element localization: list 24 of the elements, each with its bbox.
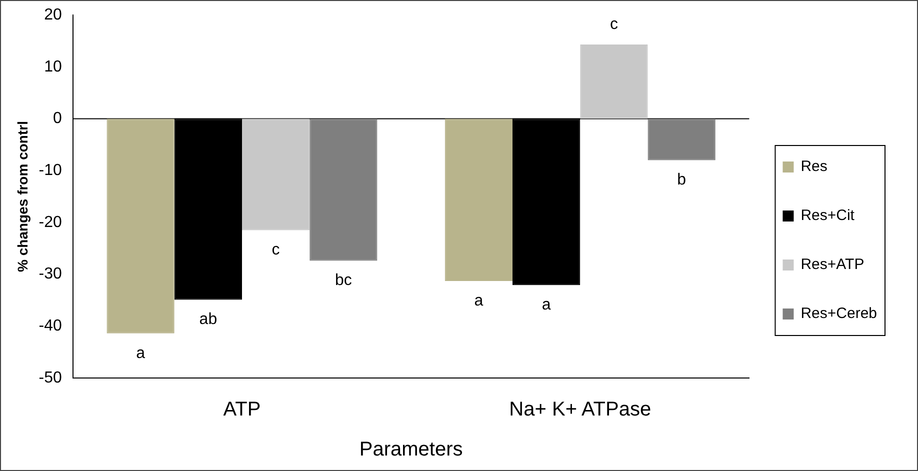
data-label: a xyxy=(542,296,551,314)
legend-label: Res+Cit xyxy=(800,207,856,224)
legend-label: Res xyxy=(800,158,828,176)
data-label: a xyxy=(474,292,484,310)
y-tick-label: -50 xyxy=(38,369,62,386)
x-axis-title: Parameters xyxy=(359,438,463,461)
data-label: c xyxy=(610,16,618,33)
data-label: b xyxy=(677,172,686,189)
data-label: bc xyxy=(334,272,352,290)
y-tick-label: -20 xyxy=(38,214,62,231)
y-tick-label: 10 xyxy=(44,58,62,76)
data-label: a xyxy=(136,344,146,362)
legend-label: Res+Cereb xyxy=(800,305,878,322)
y-tick-label: -40 xyxy=(38,318,62,335)
y-tick-label: 20 xyxy=(44,6,62,24)
x-tick-label: ATP xyxy=(223,398,261,421)
data-label: c xyxy=(272,242,280,259)
data-label: ab xyxy=(199,311,218,328)
y-tick-label: -10 xyxy=(38,162,62,179)
y-axis-title: % changes from contrl xyxy=(14,121,30,272)
x-tick-label: Na+ K+ ATPase xyxy=(509,398,652,421)
legend-label: Res+ATP xyxy=(800,256,864,274)
y-tick-label: -30 xyxy=(38,266,62,283)
y-tick-label: 0 xyxy=(53,110,62,128)
